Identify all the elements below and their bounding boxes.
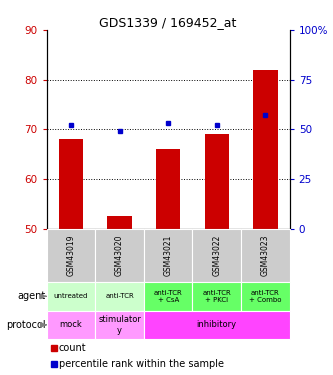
Bar [47,282,95,310]
Bar [95,228,144,282]
Bar [192,282,241,310]
Text: anti-TCR
+ Combo: anti-TCR + Combo [249,290,282,303]
Text: GSM43019: GSM43019 [66,234,76,276]
Bar [204,134,229,228]
Bar [59,139,83,228]
Text: percentile rank within the sample: percentile rank within the sample [59,359,224,369]
Text: mock: mock [60,320,82,329]
Text: GSM43022: GSM43022 [212,235,221,276]
Text: GSM43023: GSM43023 [261,234,270,276]
Bar [253,70,278,228]
Bar [107,216,132,228]
Text: GSM43020: GSM43020 [115,234,124,276]
Bar [47,310,95,339]
Bar [192,228,241,282]
Bar [144,228,192,282]
Text: anti-TCR
+ PKCi: anti-TCR + PKCi [202,290,231,303]
Text: GSM43021: GSM43021 [164,235,173,276]
Text: inhibitory: inhibitory [197,320,237,329]
Bar [95,282,144,310]
Text: stimulator
y: stimulator y [98,315,141,334]
Text: agent: agent [17,291,46,302]
Bar [241,228,290,282]
Text: anti-TCR: anti-TCR [105,293,134,299]
Text: untreated: untreated [54,293,88,299]
Title: GDS1339 / 169452_at: GDS1339 / 169452_at [100,16,237,29]
Bar [144,310,290,339]
Bar [241,282,290,310]
Text: anti-TCR
+ CsA: anti-TCR + CsA [154,290,182,303]
Bar [95,310,144,339]
Text: count: count [59,343,86,353]
Bar [47,228,95,282]
Text: protocol: protocol [6,320,46,330]
Bar [144,282,192,310]
Bar [156,149,180,228]
